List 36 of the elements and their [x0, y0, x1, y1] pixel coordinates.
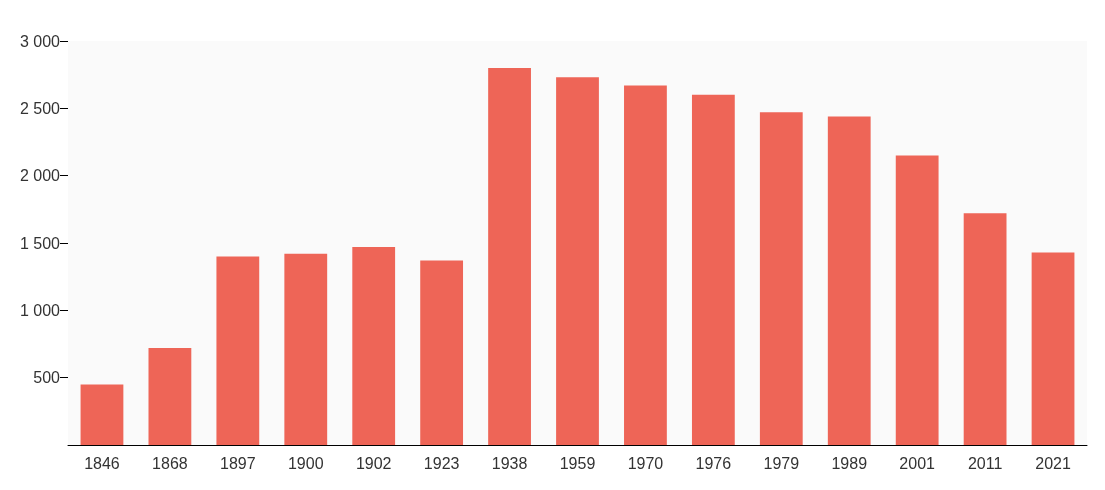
bar [691, 94, 735, 445]
bar [420, 260, 464, 445]
x-tick-label: 1900 [287, 454, 324, 472]
bar [827, 116, 871, 445]
x-tick-label: 1897 [220, 454, 256, 472]
bar [759, 112, 803, 445]
bar [284, 253, 328, 445]
bar [1031, 252, 1075, 445]
bar [352, 247, 396, 445]
bar [556, 77, 599, 445]
x-tick-label: 1989 [831, 454, 868, 472]
y-tick-label: 2 000 [19, 167, 61, 185]
bar [80, 384, 124, 445]
x-tick-label: 1868 [152, 454, 188, 472]
x-tick-label: 2021 [1035, 454, 1071, 472]
x-tick-label: 1846 [84, 454, 120, 472]
y-tick-label: 500 [33, 369, 61, 387]
y-tick-label: 1 000 [19, 301, 61, 319]
x-tick-label: 1938 [491, 454, 528, 472]
bar [216, 256, 260, 445]
bar [895, 155, 939, 445]
y-tick-label: 3 000 [19, 32, 61, 50]
bar [148, 348, 192, 445]
bar [963, 213, 1007, 445]
x-tick-label: 1959 [559, 454, 596, 472]
x-tick-label: 2001 [899, 454, 936, 472]
x-tick-label: 1976 [695, 454, 732, 472]
x-tick-label: 2011 [967, 454, 1003, 472]
x-tick-label: 1923 [423, 454, 460, 472]
bar [624, 85, 667, 445]
x-tick-label: 1902 [355, 454, 392, 472]
y-tick-label: 1 500 [19, 234, 61, 252]
y-tick-label: 2 500 [19, 99, 61, 117]
x-tick-label: 1979 [763, 454, 800, 472]
bar [488, 67, 531, 445]
x-tick-label: 1970 [627, 454, 664, 472]
